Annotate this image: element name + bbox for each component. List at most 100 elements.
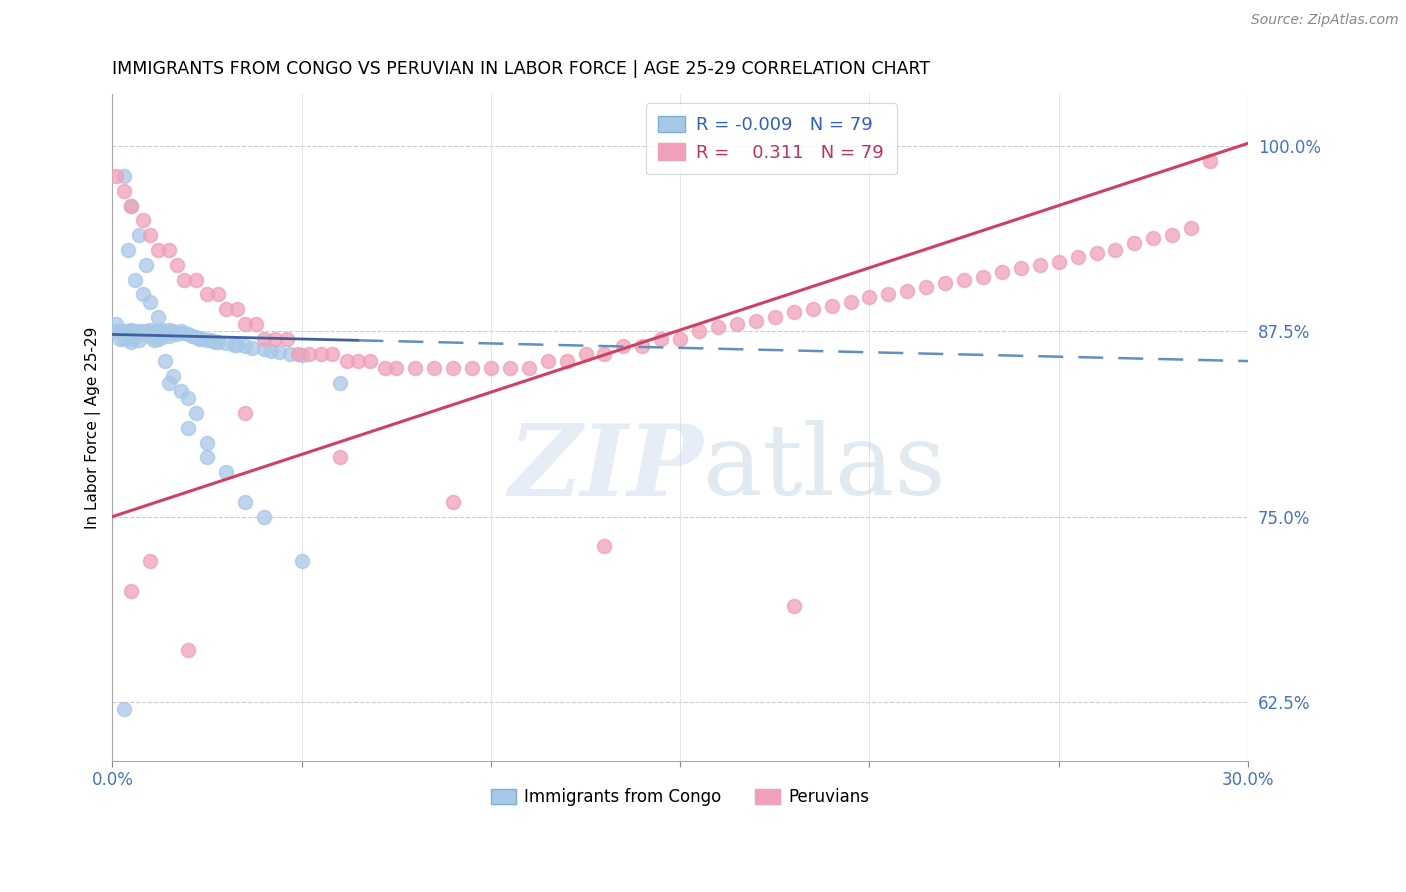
Point: [169, 384, 191, 398]
Point: [537, 354, 560, 368]
Point: [131, 287, 153, 301]
Point: [253, 343, 276, 357]
Point: [972, 269, 994, 284]
Point: [423, 361, 446, 376]
Point: [359, 354, 381, 368]
Point: [128, 326, 150, 340]
Point: [131, 325, 153, 339]
Point: [162, 325, 184, 339]
Point: [146, 332, 169, 346]
Point: [177, 421, 200, 435]
Point: [200, 334, 222, 348]
Point: [1085, 246, 1108, 260]
Point: [1142, 231, 1164, 245]
Point: [108, 325, 131, 339]
Point: [157, 243, 180, 257]
Point: [253, 509, 276, 524]
Point: [915, 280, 938, 294]
Point: [328, 376, 350, 391]
Point: [1047, 255, 1070, 269]
Point: [177, 643, 200, 657]
Point: [233, 317, 256, 331]
Point: [184, 330, 207, 344]
Point: [215, 465, 238, 479]
Point: [157, 376, 180, 391]
Point: [669, 332, 692, 346]
Point: [128, 325, 150, 339]
Point: [783, 305, 806, 319]
Point: [1010, 260, 1032, 275]
Point: [195, 334, 218, 348]
Point: [441, 361, 464, 376]
Point: [1029, 258, 1052, 272]
Point: [162, 368, 184, 383]
Point: [139, 554, 162, 568]
Point: [321, 347, 343, 361]
Point: [374, 361, 396, 376]
Point: [631, 339, 654, 353]
Point: [287, 347, 309, 361]
Point: [260, 343, 283, 358]
Point: [150, 330, 173, 344]
Point: [105, 317, 128, 331]
Point: [139, 329, 162, 343]
Point: [461, 361, 484, 376]
Point: [131, 327, 153, 342]
Point: [112, 332, 135, 346]
Point: [267, 345, 290, 359]
Point: [128, 334, 150, 348]
Point: [222, 338, 245, 352]
Point: [124, 272, 146, 286]
Point: [112, 325, 135, 339]
Point: [207, 287, 229, 301]
Point: [309, 347, 332, 361]
Point: [233, 406, 256, 420]
Point: [574, 347, 596, 361]
Point: [188, 332, 211, 346]
Point: [207, 334, 229, 349]
Point: [404, 361, 426, 376]
Text: IMMIGRANTS FROM CONGO VS PERUVIAN IN LABOR FORCE | AGE 25-29 CORRELATION CHART: IMMIGRANTS FROM CONGO VS PERUVIAN IN LAB…: [112, 60, 931, 78]
Point: [124, 330, 146, 344]
Point: [184, 406, 207, 420]
Point: [204, 334, 226, 349]
Point: [135, 326, 157, 340]
Point: [157, 323, 180, 337]
Point: [128, 228, 150, 243]
Y-axis label: In Labor Force | Age 25-29: In Labor Force | Age 25-29: [86, 326, 101, 529]
Point: [150, 323, 173, 337]
Point: [169, 325, 191, 339]
Point: [336, 354, 359, 368]
Point: [143, 334, 166, 348]
Point: [155, 326, 177, 340]
Point: [155, 354, 177, 368]
Text: Source: ZipAtlas.com: Source: ZipAtlas.com: [1251, 13, 1399, 28]
Point: [184, 272, 207, 286]
Point: [991, 265, 1014, 279]
Point: [707, 320, 730, 334]
Point: [593, 347, 616, 361]
Point: [105, 169, 128, 183]
Point: [120, 198, 142, 212]
Point: [112, 702, 135, 716]
Point: [934, 276, 956, 290]
Point: [1123, 235, 1146, 250]
Point: [173, 326, 195, 340]
Point: [242, 341, 264, 355]
Point: [139, 294, 162, 309]
Point: [117, 243, 139, 257]
Point: [157, 329, 180, 343]
Point: [105, 325, 128, 339]
Point: [328, 450, 350, 465]
Point: [725, 317, 748, 331]
Point: [173, 272, 195, 286]
Point: [612, 339, 634, 353]
Point: [162, 326, 184, 340]
Point: [195, 435, 218, 450]
Point: [112, 169, 135, 183]
Point: [385, 361, 408, 376]
Point: [650, 332, 672, 346]
Point: [117, 325, 139, 339]
Point: [517, 361, 540, 376]
Point: [839, 294, 862, 309]
